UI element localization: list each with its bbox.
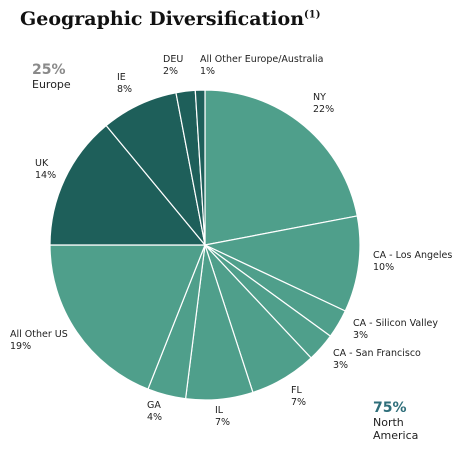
value-label: 3%	[353, 330, 368, 341]
value-label: 8%	[117, 84, 132, 95]
annotation-label: North America	[373, 416, 419, 442]
value-label: 7%	[291, 397, 306, 408]
slice-label: IE	[117, 72, 126, 83]
pie-slice	[49, 124, 207, 246]
slice-label: CA - San Francisco	[333, 348, 421, 359]
slice-label: All Other US	[10, 329, 68, 340]
slice-label: IL	[215, 405, 224, 416]
slice-label: UK	[35, 158, 49, 169]
annotation-label: Europe	[32, 78, 71, 91]
slice-label: NY	[313, 92, 326, 103]
slice-label: FL	[291, 385, 302, 396]
value-label: 10%	[373, 262, 394, 273]
pie-slice	[49, 244, 206, 390]
value-label: 4%	[147, 412, 162, 423]
annotation-value: 75%	[373, 400, 407, 416]
slice-label: GA	[147, 400, 161, 411]
value-label: 2%	[163, 66, 178, 77]
value-label: 1%	[200, 66, 215, 77]
slice-label: CA - Los Angeles	[373, 250, 452, 261]
title-text: Geographic Diversification	[20, 8, 305, 30]
pie-slice	[204, 89, 358, 246]
pie-slice	[194, 89, 206, 246]
annotation: 25% Europe	[32, 62, 71, 91]
annotation-value: 25%	[32, 62, 66, 78]
slice-label: All Other Europe/Australia	[200, 54, 323, 65]
value-label: 19%	[10, 341, 31, 352]
title-note: (1)	[304, 9, 321, 21]
slice-label: CA - Silicon Valley	[353, 318, 438, 329]
value-label: 22%	[313, 104, 334, 115]
slice-label: DEU	[163, 54, 183, 65]
value-label: 14%	[35, 170, 56, 181]
value-label: 7%	[215, 417, 230, 428]
chart-title: Geographic Diversification(1)	[20, 8, 320, 30]
value-label: 3%	[333, 360, 348, 371]
annotation: 75% North America	[373, 400, 428, 442]
pie-slice	[203, 215, 361, 312]
